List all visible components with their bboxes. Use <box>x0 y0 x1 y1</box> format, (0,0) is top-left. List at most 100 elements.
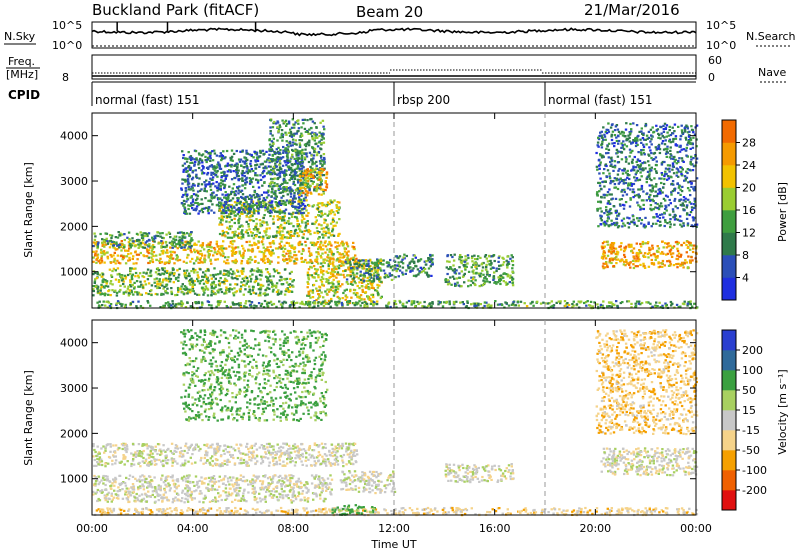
echo-cell <box>194 160 197 164</box>
echo-cell <box>299 172 302 176</box>
echo-cell <box>94 278 97 281</box>
echo-cell <box>634 260 637 263</box>
echo-cell <box>256 194 260 197</box>
echo-cell <box>248 203 251 206</box>
echo-cell <box>260 269 263 272</box>
echo-cell <box>219 245 222 248</box>
echo-cell <box>374 261 377 264</box>
echo-cell <box>265 160 268 163</box>
echo-cell <box>612 265 616 268</box>
echo-cell <box>150 293 153 297</box>
echo-cell <box>253 150 256 153</box>
echo-cell <box>281 246 284 249</box>
echo-cell <box>327 264 330 268</box>
echo-cell <box>206 183 209 186</box>
echo-cell <box>216 170 219 173</box>
echo-cell <box>217 291 220 294</box>
echo-cell <box>511 278 514 282</box>
echo-cell <box>309 252 313 255</box>
echo-cell <box>283 244 286 247</box>
echo-cell <box>448 260 451 263</box>
echo-cell <box>672 264 676 267</box>
echo-cell <box>244 205 248 208</box>
echo-cell <box>320 134 324 137</box>
echo-cell <box>216 273 220 276</box>
echo-cell <box>686 246 690 249</box>
echo-cell <box>684 197 687 200</box>
echo-cell <box>299 135 302 138</box>
echo-cell <box>376 259 379 262</box>
echo-cell <box>139 231 142 234</box>
echo-cell <box>147 249 151 252</box>
echo-cell <box>291 256 294 259</box>
echo-cell <box>341 252 345 256</box>
echo-cell <box>237 178 240 181</box>
echo-cell <box>169 271 172 274</box>
echo-cell <box>351 245 354 248</box>
echo-cell <box>292 234 296 237</box>
echo-cell <box>347 250 350 253</box>
echo-cell <box>190 158 193 161</box>
echo-cell <box>376 264 379 267</box>
freq-unit: [MHz] <box>6 68 38 81</box>
echo-cell <box>344 269 347 272</box>
echo-cell <box>274 247 278 250</box>
echo-cell <box>183 202 186 206</box>
echo-cell <box>346 256 349 259</box>
echo-cell <box>225 211 228 214</box>
echo-cell <box>308 139 311 142</box>
echo-cell <box>215 154 219 157</box>
echo-cell <box>639 138 642 141</box>
echo-cell <box>186 170 189 173</box>
echo-cell <box>189 196 192 199</box>
echo-cell <box>369 282 373 285</box>
echo-cell <box>256 246 260 250</box>
echo-cell <box>279 225 282 228</box>
echo-cell <box>316 183 319 186</box>
echo-cell <box>356 284 359 288</box>
echo-cell <box>104 232 107 235</box>
echo-cell <box>277 169 281 172</box>
echo-cell <box>220 212 223 215</box>
echo-cell <box>294 207 297 210</box>
echo-cell <box>382 269 386 272</box>
echo-cell <box>218 248 221 251</box>
echo-cell <box>315 260 319 264</box>
echo-cell <box>193 270 196 273</box>
echo-cell <box>246 172 249 175</box>
echo-cell <box>341 297 344 300</box>
echo-cell <box>187 272 191 275</box>
echo-cell <box>638 178 642 181</box>
echo-cell <box>376 283 379 286</box>
echo-cell <box>268 272 271 276</box>
echo-cell <box>311 174 315 177</box>
echo-cell <box>319 185 322 189</box>
echo-cell <box>355 257 358 260</box>
echo-cell <box>313 231 316 234</box>
echo-cell <box>187 165 190 168</box>
echo-cell <box>369 273 372 277</box>
echo-cell <box>114 236 117 239</box>
echo-cell <box>287 120 291 123</box>
echo-cell <box>680 157 684 160</box>
echo-cell <box>324 212 327 215</box>
echo-cell <box>337 234 340 237</box>
echo-cell <box>245 282 248 285</box>
echo-cell <box>282 145 285 149</box>
echo-cell <box>184 240 187 243</box>
echo-cell <box>230 207 234 210</box>
echo-cell <box>211 203 214 206</box>
echo-cell <box>289 252 292 255</box>
echo-cell <box>377 273 380 276</box>
echo-cell <box>510 276 514 279</box>
echo-cell <box>403 253 406 256</box>
echo-cell <box>495 267 498 270</box>
echo-cell <box>161 236 164 239</box>
echo-cell <box>318 295 322 298</box>
echo-cell <box>285 221 288 225</box>
echo-cell <box>269 275 272 278</box>
echo-cell <box>250 234 254 237</box>
echo-cell <box>96 285 100 288</box>
echo-cell <box>158 259 161 262</box>
echo-cell <box>308 254 312 257</box>
